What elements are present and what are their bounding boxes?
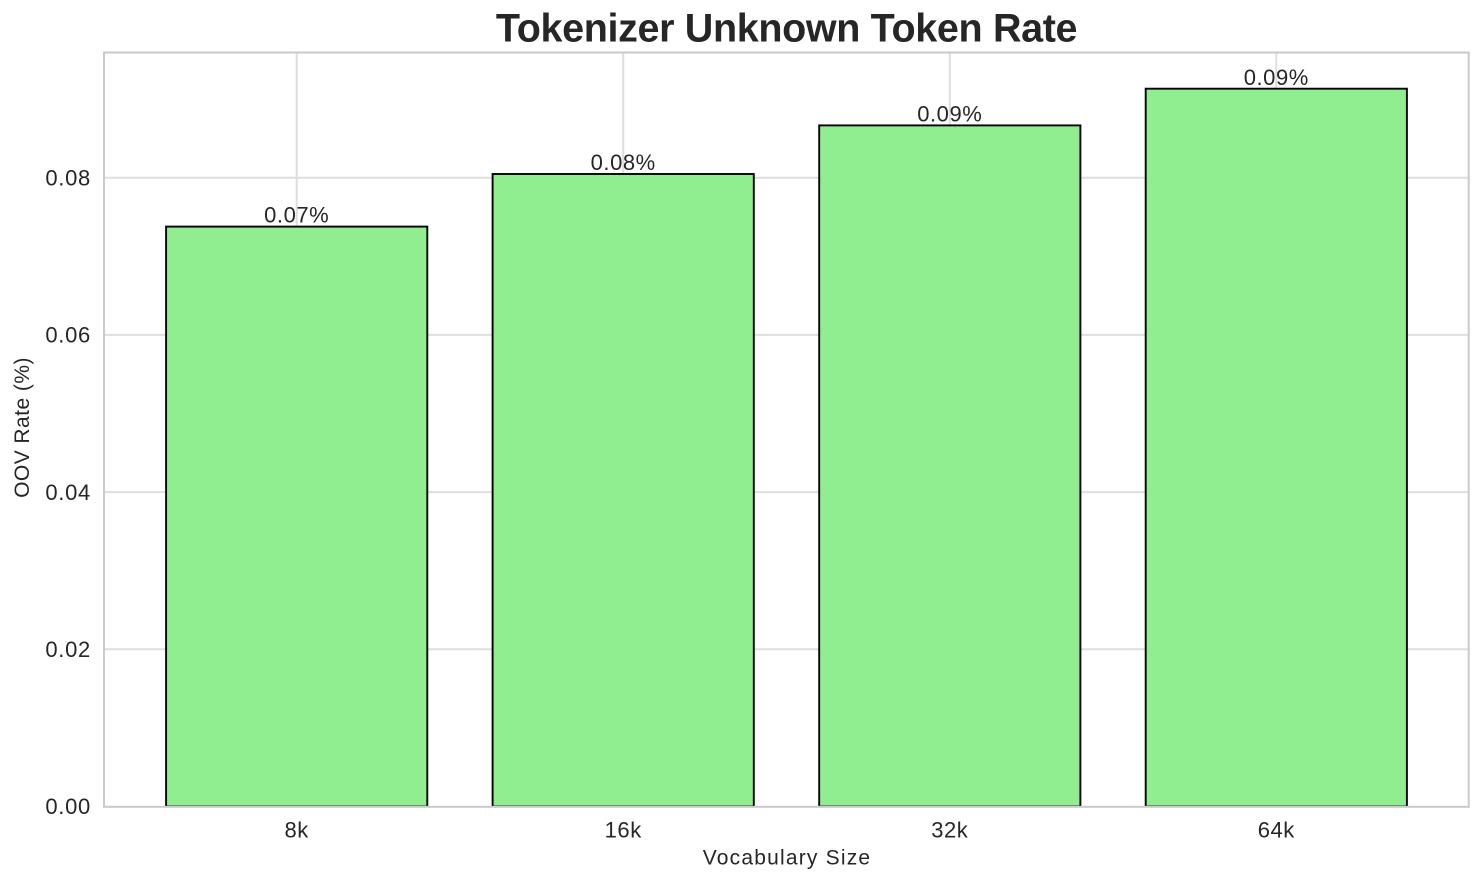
svg-text:32k: 32k — [931, 818, 969, 843]
svg-text:Vocabulary Size: Vocabulary Size — [703, 846, 872, 869]
svg-text:0.06: 0.06 — [45, 323, 91, 348]
svg-text:0.08: 0.08 — [45, 165, 91, 190]
svg-text:0.02: 0.02 — [45, 637, 91, 662]
svg-text:0.09%: 0.09% — [1244, 65, 1309, 90]
svg-text:0.04: 0.04 — [45, 480, 91, 505]
svg-text:0.09%: 0.09% — [917, 102, 982, 127]
svg-text:0.08%: 0.08% — [591, 150, 656, 175]
svg-text:OOV Rate (%): OOV Rate (%) — [11, 357, 34, 498]
svg-text:64k: 64k — [1258, 818, 1296, 843]
svg-text:0.00: 0.00 — [45, 794, 91, 819]
svg-text:16k: 16k — [605, 818, 643, 843]
svg-text:Tokenizer Unknown Token Rate: Tokenizer Unknown Token Rate — [496, 6, 1077, 50]
svg-text:8k: 8k — [285, 818, 310, 843]
svg-text:0.07%: 0.07% — [264, 203, 329, 228]
